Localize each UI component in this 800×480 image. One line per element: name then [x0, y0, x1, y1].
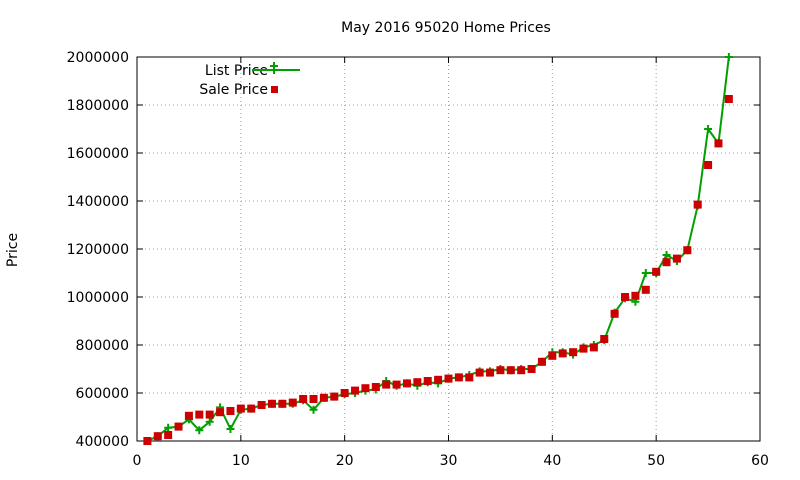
- sale-price-point: [631, 291, 640, 300]
- sale-price-point: [402, 379, 411, 388]
- sale-price-point: [371, 383, 380, 391]
- sale-price-point: [309, 395, 318, 403]
- y-tick-label: 1000000: [67, 290, 129, 306]
- sale-price-point: [361, 384, 370, 393]
- sale-price-point: [579, 344, 588, 353]
- sale-price-point: [589, 343, 598, 352]
- sale-price-point: [205, 410, 214, 419]
- sale-price-point: [558, 349, 567, 358]
- legend-marker-list-price: [270, 62, 278, 74]
- sale-price-point: [517, 366, 526, 375]
- sale-price-point: [496, 366, 505, 375]
- sale-price-point: [236, 404, 245, 413]
- sale-price-point: [164, 431, 173, 439]
- sale-price-point: [330, 392, 339, 401]
- list-price-point: [724, 53, 733, 61]
- sale-price-point: [392, 380, 401, 389]
- sale-price-point: [247, 404, 256, 413]
- sale-price-point: [434, 375, 443, 384]
- sale-price-point: [641, 285, 650, 294]
- sale-price-point: [621, 293, 630, 301]
- sale-price-point: [662, 258, 671, 267]
- sale-price-point: [714, 139, 723, 148]
- list-price-point: [704, 125, 713, 133]
- grid: [137, 57, 760, 441]
- sale-price-point: [195, 410, 204, 419]
- sale-price-point: [537, 357, 546, 366]
- sale-price-point: [382, 380, 391, 389]
- sale-price-point: [548, 351, 557, 360]
- x-tick-label: 10: [232, 453, 250, 469]
- list-price-point: [164, 423, 173, 432]
- y-tick-label: 2000000: [67, 50, 129, 66]
- sale-price-point: [454, 373, 463, 382]
- legend-label-sale-price: Sale Price: [199, 82, 268, 98]
- sale-price-point: [444, 374, 453, 383]
- sale-price-point: [486, 368, 495, 377]
- sale-price-point: [475, 368, 484, 377]
- list-price-point: [641, 269, 650, 277]
- list-price-point: [226, 425, 235, 433]
- sale-price-point: [257, 401, 266, 409]
- sale-price-point: [351, 386, 360, 395]
- sale-price-point: [724, 95, 733, 103]
- sale-price-point: [704, 161, 713, 169]
- y-axis-label: Price: [5, 233, 21, 267]
- x-tick-label: 60: [751, 453, 769, 469]
- x-tick-label: 0: [133, 453, 142, 469]
- sale-price-point: [600, 335, 609, 343]
- sale-price-point: [174, 422, 183, 431]
- sale-price-point: [569, 348, 578, 357]
- list-price-point: [205, 417, 214, 426]
- sale-price-point: [340, 389, 349, 397]
- sale-price-point: [652, 267, 661, 276]
- sale-price-point: [610, 309, 619, 318]
- axes: 0 10 20 30 40 50 60 400000 600000 800000 1000000 12…: [67, 50, 769, 469]
- x-tick-label: 30: [440, 453, 458, 469]
- sale-price-point: [693, 200, 702, 209]
- legend-marker-sale-price: [271, 86, 278, 93]
- sale-price-point: [423, 377, 432, 385]
- sale-price-point: [143, 437, 152, 445]
- legend-label-list-price: List Price: [205, 63, 268, 79]
- sale-price-point: [527, 365, 536, 373]
- y-tick-label: 1200000: [67, 242, 129, 258]
- y-tick-label: 400000: [76, 434, 129, 450]
- list-price-point: [195, 426, 204, 435]
- sale-price-point: [226, 407, 235, 415]
- y-tick-label: 1600000: [67, 146, 129, 162]
- sale-price-point: [506, 366, 515, 375]
- x-tick-label: 20: [336, 453, 354, 469]
- list-price-point: [662, 251, 671, 259]
- series: [143, 53, 733, 445]
- sale-price-point: [465, 373, 474, 382]
- sale-price-point: [216, 408, 225, 417]
- sale-price-point: [672, 254, 681, 263]
- legend: List Price Sale Price: [199, 62, 300, 98]
- sale-price-point: [153, 432, 162, 441]
- sale-price-point: [683, 246, 692, 255]
- y-tick-label: 800000: [76, 338, 129, 354]
- y-tick-label: 600000: [76, 386, 129, 402]
- sale-price-point: [184, 411, 193, 420]
- x-tick-label: 40: [543, 453, 561, 469]
- sale-price-point: [288, 398, 297, 407]
- sale-price-point: [299, 395, 308, 403]
- sale-price-point: [278, 399, 287, 408]
- chart-title: May 2016 95020 Home Prices: [341, 20, 551, 36]
- sale-price-point: [413, 378, 422, 387]
- sale-price-point: [319, 393, 328, 402]
- y-tick-label: 1800000: [67, 98, 129, 114]
- list-price-point: [309, 405, 318, 414]
- x-tick-label: 50: [647, 453, 665, 469]
- sale-price-point: [267, 399, 276, 408]
- y-tick-label: 1400000: [67, 194, 129, 210]
